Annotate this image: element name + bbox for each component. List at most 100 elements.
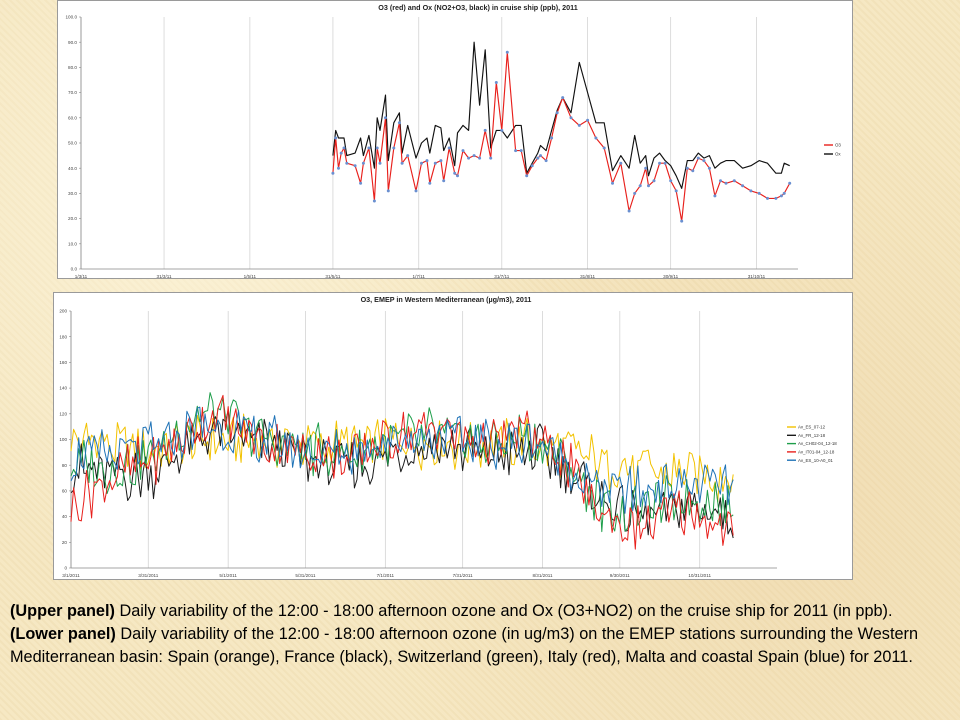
data-point-o3 (602, 146, 606, 150)
x-tick-label: 1/5/11 (244, 274, 257, 278)
data-point-o3 (663, 161, 667, 165)
data-point-o3 (707, 166, 711, 170)
upper-chart: O3 (red) and Ox (NO2+O3, black) in cruis… (66, 3, 842, 278)
data-point-o3 (561, 96, 565, 100)
caption-upper-text: Daily variability of the 12:00 - 18:00 a… (114, 602, 893, 620)
x-tick-label: 31/8/11 (580, 274, 595, 278)
data-point-o3 (658, 161, 662, 165)
lower-chart-panel: O3, EMEP in Western Mediterranean (µg/m3… (53, 292, 853, 580)
data-point-o3 (478, 156, 482, 160)
legend-label: Ox (835, 152, 841, 157)
data-point-o3 (428, 181, 432, 185)
legend-label: Av_CH02-04_12-18 (798, 441, 837, 446)
data-point-o3 (345, 161, 349, 165)
x-tick-label: 31/10/11 (748, 274, 766, 278)
data-point-o3 (569, 116, 573, 120)
data-point-o3 (757, 191, 761, 195)
data-point-o3 (555, 111, 559, 115)
data-point-o3 (530, 164, 534, 168)
data-point-o3 (719, 179, 722, 183)
data-point-o3 (749, 189, 753, 193)
data-point-o3 (766, 196, 769, 200)
y-tick-label: 80.0 (68, 65, 77, 70)
series-line-5 (70, 406, 734, 514)
data-point-o3 (372, 199, 376, 203)
data-point-o3 (489, 156, 493, 160)
upper-chart-panel: O3 (red) and Ox (NO2+O3, black) in cruis… (57, 0, 853, 279)
data-point-o3 (386, 189, 390, 193)
x-tick-label: 8/31/2011 (532, 573, 553, 578)
data-point-o3 (774, 196, 778, 200)
data-point-o3 (342, 146, 346, 150)
data-point-o3 (696, 156, 700, 160)
x-tick-label: 9/30/2011 (610, 573, 631, 578)
legend-label: Av_ES_10-A0_01 (798, 458, 833, 463)
data-point-o3 (647, 184, 650, 188)
legend-label: O3 (835, 143, 841, 148)
y-tick-label: 90.0 (68, 40, 77, 45)
y-tick-label: 10.0 (68, 241, 77, 246)
y-tick-label: 140 (59, 386, 67, 391)
data-point-o3 (644, 166, 648, 170)
caption-lower-label: (Lower panel) (10, 625, 116, 644)
data-point-o3 (652, 179, 656, 183)
x-tick-label: 1/3/11 (75, 274, 88, 278)
y-tick-label: 30.0 (68, 191, 77, 196)
data-point-o3 (713, 194, 717, 198)
figure-caption: (Upper panel) Daily variability of the 1… (10, 600, 952, 670)
x-tick-label: 7/1/2011 (377, 573, 395, 578)
data-point-o3 (782, 191, 786, 195)
data-point-o3 (359, 181, 363, 185)
data-point-o3 (331, 171, 335, 175)
x-tick-label: 31/3/11 (157, 274, 172, 278)
data-point-o3 (611, 181, 614, 185)
data-point-o3 (519, 149, 523, 153)
caption-upper: (Upper panel) Daily variability of the 1… (10, 600, 952, 623)
data-point-o3 (691, 169, 695, 173)
data-point-o3 (425, 159, 429, 163)
caption-lower: (Lower panel) Daily variability of the 1… (10, 623, 952, 669)
data-point-o3 (505, 50, 509, 54)
y-tick-label: 160 (59, 360, 67, 365)
data-point-o3 (400, 161, 404, 165)
x-tick-label: 10/31/2011 (688, 573, 711, 578)
caption-lower-text: Daily variability of the 12:00 - 18:00 a… (10, 625, 918, 667)
data-point-o3 (586, 118, 590, 122)
data-point-o3 (594, 136, 598, 140)
x-tick-label: 5/1/2011 (219, 573, 237, 578)
data-point-o3 (669, 179, 673, 183)
data-point-o3 (680, 219, 684, 223)
y-tick-label: 100 (59, 437, 67, 442)
series-line-4 (70, 394, 734, 550)
data-point-o3 (433, 161, 437, 165)
data-point-o3 (638, 184, 642, 188)
data-point-o3 (378, 161, 382, 165)
series-line-3 (70, 392, 734, 533)
y-tick-label: 60.0 (68, 115, 77, 120)
data-point-o3 (544, 159, 548, 163)
data-point-o3 (732, 179, 736, 183)
data-point-o3 (334, 136, 338, 140)
data-point-o3 (447, 146, 451, 150)
data-point-o3 (494, 81, 498, 84)
x-tick-label: 3/1/2011 (62, 573, 80, 578)
data-point-o3 (514, 149, 518, 153)
y-tick-label: 100.0 (66, 15, 78, 20)
data-point-o3 (779, 194, 783, 198)
data-point-o3 (384, 116, 387, 120)
x-tick-label: 7/31/2011 (453, 573, 474, 578)
data-point-o3 (788, 181, 792, 185)
data-point-o3 (525, 174, 529, 178)
data-point-o3 (702, 159, 706, 163)
data-point-o3 (456, 174, 459, 178)
y-tick-label: 180 (59, 334, 67, 339)
legend-label: Av_IT01-04_12-18 (798, 450, 835, 455)
data-point-o3 (353, 164, 357, 168)
data-point-o3 (724, 181, 728, 185)
legend-label: Av_ES_07-12 (798, 425, 826, 430)
x-tick-label: 31/5/11 (325, 274, 340, 278)
x-tick-label: 30/9/11 (663, 274, 678, 278)
data-point-o3 (339, 151, 343, 155)
x-tick-label: 3/31/2011 (138, 573, 159, 578)
data-point-o3 (627, 209, 631, 213)
